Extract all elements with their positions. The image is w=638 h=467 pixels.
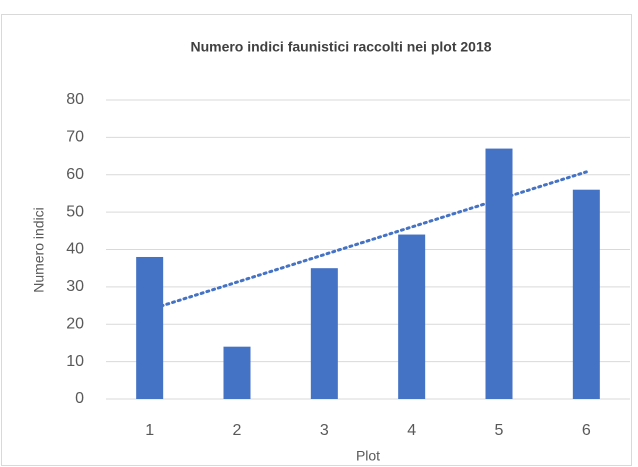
x-tick-label: 3 xyxy=(320,422,329,439)
y-tick-label: 60 xyxy=(66,166,84,183)
x-tick-label: 5 xyxy=(495,422,504,439)
y-tick-label: 10 xyxy=(66,353,84,370)
x-tick-label: 1 xyxy=(145,422,154,439)
y-tick-label: 70 xyxy=(66,129,84,146)
x-axis-title: Plot xyxy=(356,448,380,464)
x-tick-label: 4 xyxy=(407,422,416,439)
bar xyxy=(136,256,164,399)
y-axis-title: Numero indici xyxy=(31,207,47,293)
bar xyxy=(572,189,600,399)
y-tick-label: 20 xyxy=(66,315,84,332)
y-tick-label: 0 xyxy=(75,390,84,407)
bar xyxy=(223,346,251,399)
y-tick-label: 50 xyxy=(66,203,84,220)
bar xyxy=(485,148,513,399)
x-tick-label: 2 xyxy=(233,422,242,439)
trendline xyxy=(148,170,588,312)
bar xyxy=(310,268,338,399)
y-tick-label: 80 xyxy=(66,91,84,108)
y-tick-label: 40 xyxy=(66,241,84,258)
bar xyxy=(398,234,426,399)
chart-title: Numero indici faunistici raccolti nei pl… xyxy=(190,39,491,55)
x-tick-label: 6 xyxy=(582,422,591,439)
y-tick-label: 30 xyxy=(66,278,84,295)
